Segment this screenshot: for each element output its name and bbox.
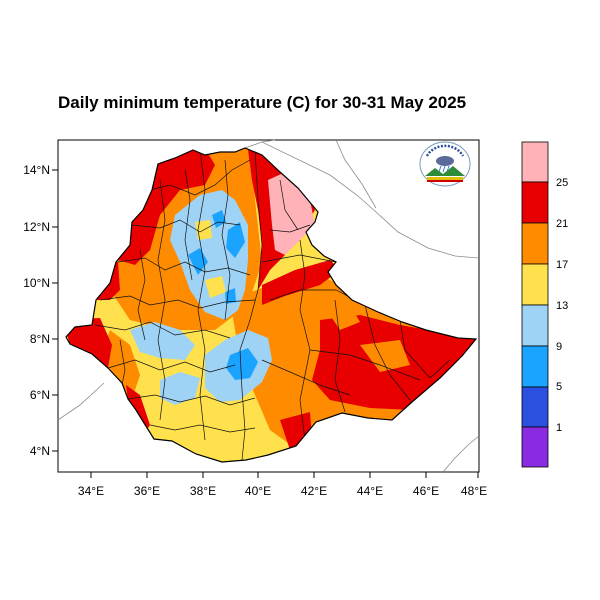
lat-label-14: 14°N — [23, 163, 50, 177]
ethiopian-meteorology-institute-logo — [419, 141, 471, 187]
colorbar-label-5: 5 — [556, 381, 562, 393]
colorbar-label-9: 9 — [556, 341, 562, 353]
lon-label-38: 38°E — [190, 484, 216, 498]
lon-labels: 34°E 36°E 38°E 40°E 42°E 44°E 46°E 48°E — [78, 484, 487, 498]
lat-labels: 14°N 12°N 10°N 8°N 6°N 4°N — [23, 163, 50, 458]
lon-label-40: 40°E — [245, 484, 271, 498]
lon-label-46: 46°E — [413, 484, 439, 498]
colorbar-swatch-lt1 — [521, 426, 549, 468]
neighbour-borders — [57, 139, 480, 473]
colorbar: 25 21 17 13 9 5 1 — [521, 141, 568, 468]
lon-label-36: 36°E — [134, 484, 160, 498]
axis-ticks — [52, 169, 479, 478]
colorbar-swatch-21-25 — [521, 181, 549, 224]
colorbar-swatch-17-21 — [521, 222, 549, 265]
lon-label-48: 48°E — [461, 484, 487, 498]
lon-label-34: 34°E — [78, 484, 104, 498]
colorbar-swatch-1-5 — [521, 386, 549, 428]
lat-label-4: 4°N — [30, 444, 50, 458]
colorbar-label-21: 21 — [556, 218, 568, 230]
lat-label-12: 12°N — [23, 220, 50, 234]
colorbar-label-13: 13 — [556, 300, 568, 312]
colorbar-swatch-13-17 — [521, 263, 549, 306]
colorbar-label-1: 1 — [556, 422, 562, 434]
colorbar-swatch-5-9 — [521, 345, 549, 388]
admin-boundaries — [94, 149, 451, 461]
lat-label-10: 10°N — [23, 276, 50, 290]
lon-label-44: 44°E — [357, 484, 383, 498]
colorbar-swatch-9-13 — [521, 304, 549, 347]
lat-label-6: 6°N — [30, 388, 50, 402]
colorbar-swatch-gt25 — [521, 141, 549, 183]
page-title: Daily minimum temperature (C) for 30-31 … — [58, 93, 467, 112]
lat-label-8: 8°N — [30, 332, 50, 346]
lon-label-42: 42°E — [301, 484, 327, 498]
colorbar-label-17: 17 — [556, 259, 568, 271]
colorbar-label-25: 25 — [556, 177, 568, 189]
